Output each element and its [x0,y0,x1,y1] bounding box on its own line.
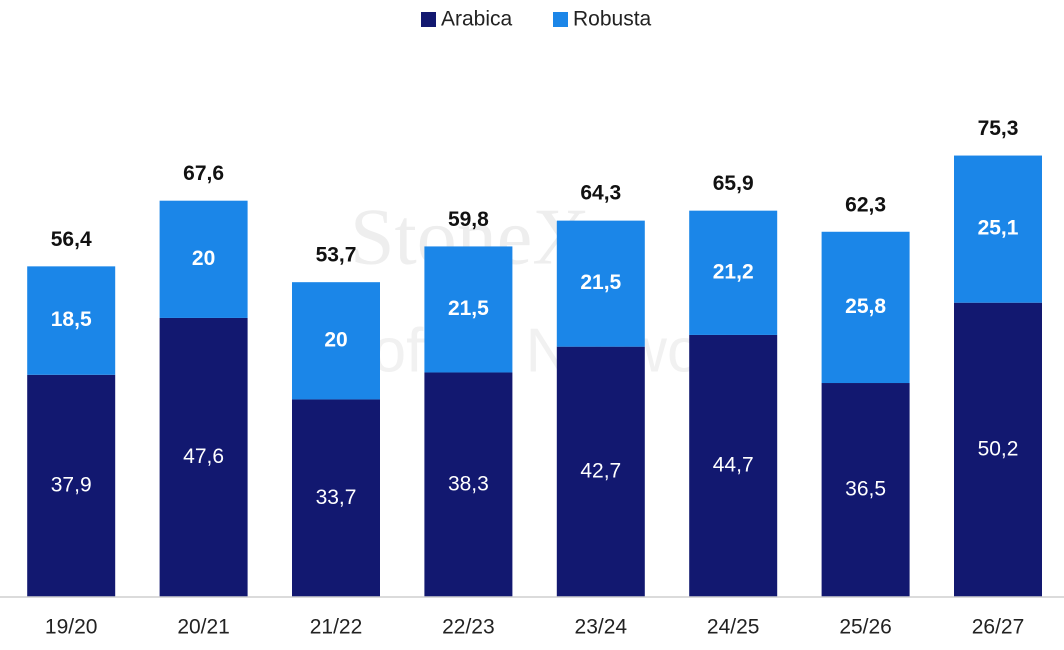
bar-segment [27,266,116,375]
legend-swatch [421,12,436,27]
bar-segment [292,399,380,597]
bar-segment [689,334,778,597]
value-label: 36,5 [845,478,886,501]
legend-label: Robusta [573,8,652,31]
total-label: 75,3 [978,117,1019,140]
legend-label: Arabica [441,8,513,31]
bar-segment [821,231,910,384]
x-tick-label: 20/21 [177,616,230,639]
total-label: 56,4 [51,228,92,251]
value-label: 20 [324,328,347,351]
total-label: 64,3 [580,182,621,205]
value-label: 25,8 [845,295,886,318]
x-tick-label: 23/24 [575,616,628,639]
value-label: 25,1 [978,217,1019,240]
value-label: 47,6 [183,445,224,468]
value-label: 20 [192,247,215,270]
total-label: 59,8 [448,208,489,231]
bar-segment [159,200,248,318]
bar-segment [159,317,248,597]
bar-segment [821,383,910,597]
total-label: 67,6 [183,162,224,185]
x-tick-label: 24/25 [707,616,760,639]
legend-swatch [553,12,568,27]
bar-segment [27,374,116,597]
bar-segment [689,210,778,335]
bar-segment [954,155,1042,303]
x-tick-label: 19/20 [45,616,98,639]
bar-segment [556,220,645,347]
value-label: 37,9 [51,473,92,496]
total-label: 62,3 [845,193,886,216]
value-label: 21,2 [713,260,754,283]
watermark: Coffee Network [327,316,754,385]
bar-segment [424,246,513,373]
bar-segment [424,372,513,597]
x-tick-label: 21/22 [310,616,363,639]
x-tick-label: 26/27 [972,616,1025,639]
value-label: 50,2 [978,437,1019,460]
bar-segment [556,346,645,597]
bar-segment [292,282,380,400]
value-label: 38,3 [448,472,489,495]
bar-segment [954,302,1042,597]
x-tick-label: 25/26 [839,616,892,639]
value-label: 21,5 [580,271,621,294]
total-label: 65,9 [713,172,754,195]
value-label: 42,7 [580,459,621,482]
value-label: 44,7 [713,454,754,477]
total-label: 53,7 [316,244,357,267]
x-tick-label: 22/23 [442,616,495,639]
value-label: 21,5 [448,297,489,320]
value-label: 18,5 [51,308,92,331]
value-label: 33,7 [316,486,357,509]
